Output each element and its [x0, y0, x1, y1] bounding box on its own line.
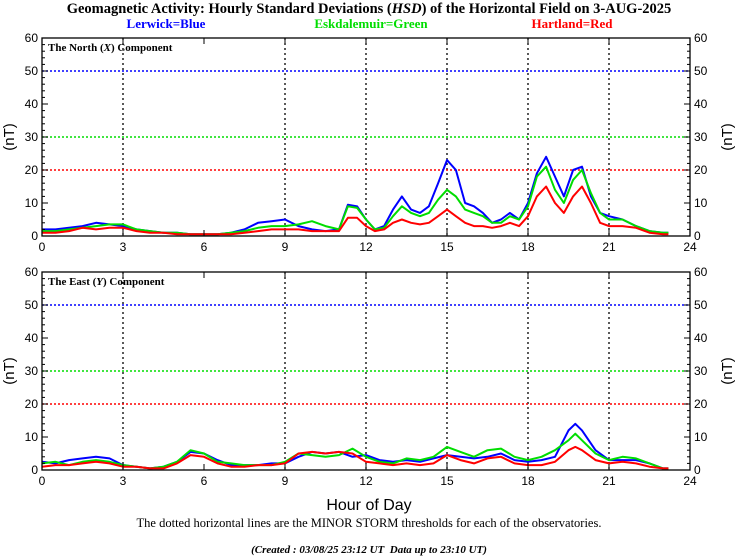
north-ytick-label-left-10: 10 — [25, 196, 39, 210]
north-ytick-label-right-10: 10 — [694, 196, 708, 210]
north-ytick-label-right-30: 30 — [694, 130, 708, 144]
legend-hartland: Hartland=Red — [531, 16, 613, 31]
north-xtick-label-6: 6 — [201, 240, 208, 254]
chart-title: Geomagnetic Activity: Hourly Standard De… — [67, 1, 672, 17]
east-ytick-label-left-60: 60 — [25, 265, 39, 279]
north-ytick-label-left-0: 0 — [31, 229, 38, 243]
north-series-hartland — [42, 185, 669, 236]
east-panel-title: The East (Y) Component — [48, 276, 165, 288]
north-ytick-label-left-60: 60 — [25, 31, 39, 45]
east-ytick-label-right-40: 40 — [694, 331, 708, 345]
east-y-axis-label-right: (nT) — [719, 357, 736, 385]
east-ytick-label-right-60: 60 — [694, 265, 708, 279]
east-ytick-label-left-20: 20 — [25, 397, 39, 411]
east-ytick-label-left-50: 50 — [25, 298, 39, 312]
east-ytick-label-left-30: 30 — [25, 364, 39, 378]
north-ytick-label-right-60: 60 — [694, 31, 708, 45]
legend-eskdalemuir: Eskdalemuir=Green — [314, 16, 428, 31]
north-ytick-label-left-30: 30 — [25, 130, 39, 144]
created-timestamp: (Created : 03/08/25 23:12 UT Data up to … — [251, 544, 487, 556]
north-y-axis-label-left: (nT) — [1, 123, 18, 151]
legend-lerwick: Lerwick=Blue — [127, 16, 206, 31]
north-ytick-label-right-20: 20 — [694, 163, 708, 177]
north-xtick-label-3: 3 — [120, 240, 127, 254]
east-xtick-label-15: 15 — [440, 474, 454, 488]
east-ytick-label-right-20: 20 — [694, 397, 708, 411]
east-ytick-label-right-10: 10 — [694, 430, 708, 444]
north-xtick-label-12: 12 — [359, 240, 373, 254]
east-xtick-label-9: 9 — [282, 474, 289, 488]
north-xtick-label-15: 15 — [440, 240, 454, 254]
north-ytick-label-left-40: 40 — [25, 97, 39, 111]
east-series-hartland — [41, 445, 669, 470]
east-y-axis-label-left: (nT) — [1, 357, 18, 385]
north-ytick-label-left-20: 20 — [25, 163, 39, 177]
east-xtick-label-3: 3 — [120, 474, 127, 488]
east-ytick-label-right-30: 30 — [694, 364, 708, 378]
north-xtick-label-21: 21 — [602, 240, 616, 254]
east-series-lerwick — [41, 422, 669, 470]
north-y-axis-label-right: (nT) — [719, 123, 736, 151]
north-xtick-label-9: 9 — [282, 240, 289, 254]
east-series-eskdalemuir — [41, 432, 669, 470]
east-ytick-label-left-40: 40 — [25, 331, 39, 345]
north-series-eskdalemuir — [42, 165, 669, 236]
east-ytick-label-left-0: 0 — [31, 463, 38, 477]
east-xtick-label-0: 0 — [39, 474, 46, 488]
north-ytick-label-right-0: 0 — [694, 229, 701, 243]
east-xtick-label-12: 12 — [359, 474, 373, 488]
north-ytick-label-right-40: 40 — [694, 97, 708, 111]
east-xtick-label-18: 18 — [521, 474, 535, 488]
north-ytick-label-right-50: 50 — [694, 64, 708, 78]
north-panel-title: The North (X) Component — [48, 42, 173, 54]
east-ytick-label-right-0: 0 — [694, 463, 701, 477]
east-xtick-label-24: 24 — [683, 474, 697, 488]
north-xtick-label-0: 0 — [39, 240, 46, 254]
north-ytick-label-left-50: 50 — [25, 64, 39, 78]
north-xtick-label-24: 24 — [683, 240, 697, 254]
east-ytick-label-left-10: 10 — [25, 430, 39, 444]
east-ytick-label-right-50: 50 — [694, 298, 708, 312]
east-xtick-label-21: 21 — [602, 474, 616, 488]
threshold-footnote: The dotted horizontal lines are the MINO… — [137, 516, 602, 530]
x-axis-label: Hour of Day — [326, 497, 411, 514]
north-xtick-label-18: 18 — [521, 240, 535, 254]
east-xtick-label-6: 6 — [201, 474, 208, 488]
